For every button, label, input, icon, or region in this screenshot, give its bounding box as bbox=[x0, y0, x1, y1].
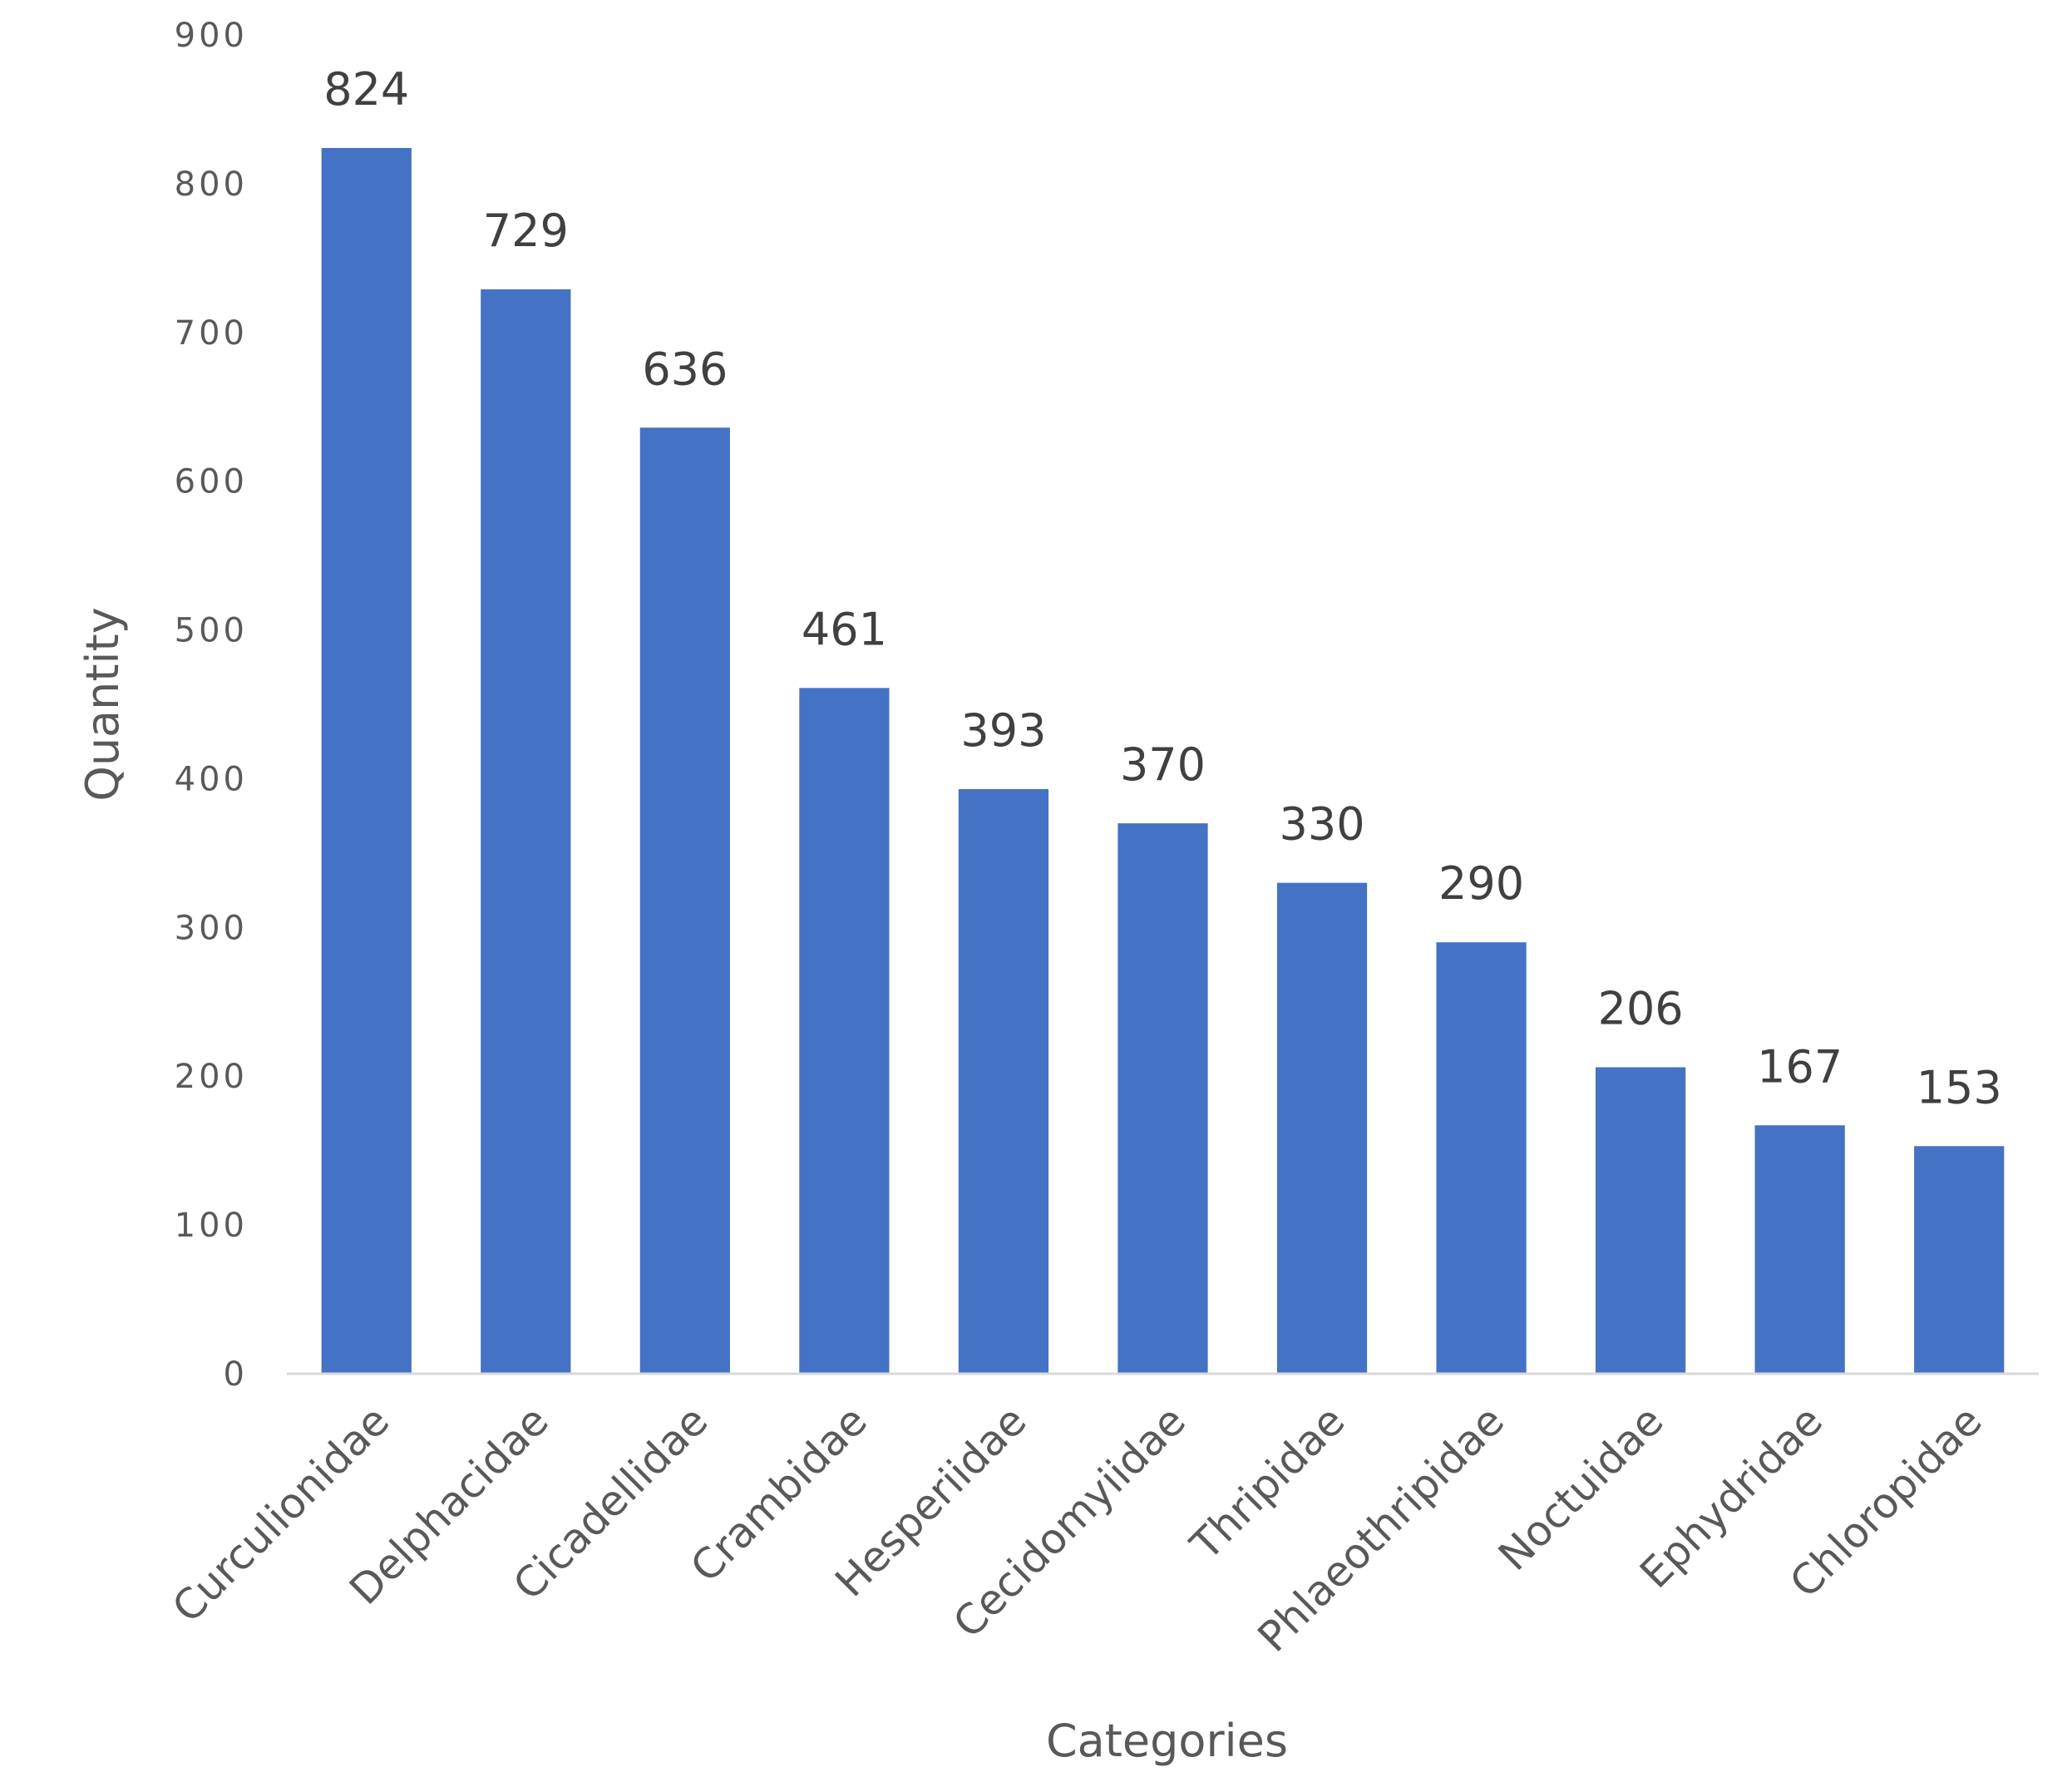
bar bbox=[321, 147, 412, 1374]
bar-series bbox=[321, 147, 2005, 1375]
y-tick-label: 200 bbox=[175, 1058, 248, 1096]
bar-value-label: 824 bbox=[323, 63, 409, 116]
y-tick-label: 600 bbox=[175, 463, 248, 501]
y-tick-label: 800 bbox=[175, 165, 248, 204]
bar-value-label: 330 bbox=[1280, 798, 1365, 851]
bar bbox=[1596, 1067, 1686, 1374]
bar bbox=[1914, 1146, 2005, 1374]
bar bbox=[639, 427, 730, 1375]
bar-value-label: 636 bbox=[642, 343, 728, 395]
y-tick-label: 500 bbox=[175, 612, 248, 650]
y-axis-title: Quantity bbox=[76, 607, 129, 801]
y-tick-label: 300 bbox=[175, 909, 248, 947]
y-tick-label: 100 bbox=[175, 1207, 248, 1245]
y-axis-ticks: 0 100 200 300 400 500 600 700 800 900 bbox=[175, 17, 248, 1394]
y-tick-label: 0 bbox=[224, 1355, 248, 1394]
bar-value-label: 167 bbox=[1757, 1040, 1843, 1093]
bar bbox=[1276, 882, 1368, 1374]
bar bbox=[1754, 1125, 1845, 1374]
bar-value-label: 153 bbox=[1917, 1061, 2002, 1113]
bar-value-label: 729 bbox=[483, 205, 569, 257]
bar bbox=[481, 289, 571, 1374]
y-tick-label: 900 bbox=[175, 17, 248, 55]
x-axis-title: Categories bbox=[1046, 1715, 1288, 1767]
bar bbox=[799, 688, 890, 1374]
bar-value-label: 290 bbox=[1438, 857, 1524, 910]
bar-value-label: 370 bbox=[1120, 738, 1206, 791]
x-tick-label: Thripidae bbox=[1181, 1396, 1354, 1569]
bar bbox=[1117, 823, 1208, 1374]
bar bbox=[958, 788, 1049, 1374]
bar-value-label: 393 bbox=[960, 704, 1046, 757]
x-axis-category-labels: CurculionidaeDelphacidaeCicadellidaeCram… bbox=[163, 1396, 1991, 1661]
data-labels: 824 729 636 461 393 370 330 290 206 167 153 bbox=[323, 63, 2002, 1113]
y-tick-label: 400 bbox=[175, 760, 248, 798]
bar-value-label: 206 bbox=[1598, 982, 1684, 1034]
bar bbox=[1436, 942, 1527, 1374]
bar-value-label: 461 bbox=[802, 603, 887, 655]
y-tick-label: 700 bbox=[175, 314, 248, 353]
